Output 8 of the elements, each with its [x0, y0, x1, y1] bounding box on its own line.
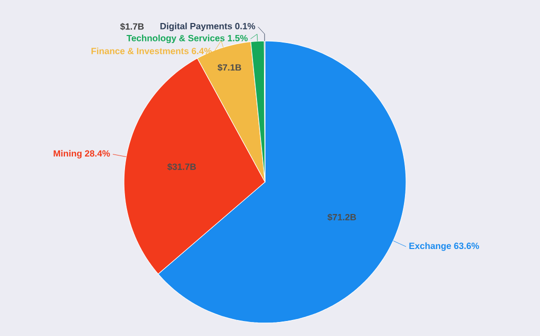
data-label: $71.2B — [328, 214, 356, 221]
slice-label: Technology & Services 1.5% — [126, 34, 248, 44]
data-label: $1.7B — [120, 22, 144, 30]
slice-label: Exchange 63.6% — [409, 242, 480, 251]
slice-label: Mining 28.4% — [54, 150, 110, 158]
data-label: $31.7B — [167, 163, 196, 171]
data-label: $7.1B — [218, 64, 242, 72]
slice-label: Digital Payments 0.1% — [160, 22, 256, 32]
